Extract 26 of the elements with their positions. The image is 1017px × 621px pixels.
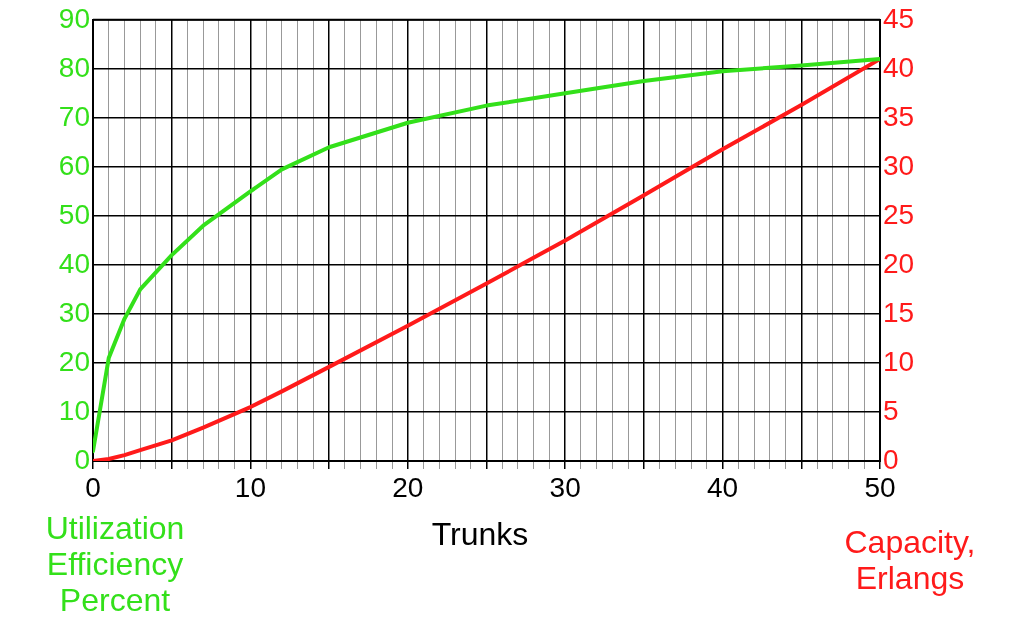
x-tick-label: 40 [707, 471, 739, 503]
x-tick-label: 30 [549, 471, 581, 503]
y2-tick-label: 45 [883, 2, 915, 34]
y2-tick-label: 25 [883, 198, 915, 230]
y-tick-label: 90 [58, 2, 90, 34]
y2-tick-label: 15 [883, 296, 915, 328]
y-axis-title: Utilization Efficiency Percent [44, 510, 186, 618]
y-tick-label: 50 [58, 198, 90, 230]
y2-tick-label: 35 [883, 100, 915, 132]
y2-tick-label: 5 [883, 394, 899, 426]
y-tick-label: 10 [58, 394, 90, 426]
x-axis-title: Trunks [430, 516, 530, 552]
y-tick-label: 30 [58, 296, 90, 328]
y2-tick-label: 30 [883, 149, 915, 181]
y2-tick-label: 10 [883, 345, 915, 377]
y-tick-label: 60 [58, 149, 90, 181]
y-tick-label: 0 [74, 443, 90, 475]
y-tick-label: 20 [58, 345, 90, 377]
y2-tick-label: 40 [883, 51, 915, 83]
y-tick-label: 70 [58, 100, 90, 132]
y-tick-label: 80 [58, 51, 90, 83]
y2-tick-label: 20 [883, 247, 915, 279]
x-tick-label: 10 [234, 471, 266, 503]
x-tick-label: 20 [392, 471, 424, 503]
y2-axis-title: Capacity, Erlangs [843, 524, 977, 596]
y-tick-label: 40 [58, 247, 90, 279]
